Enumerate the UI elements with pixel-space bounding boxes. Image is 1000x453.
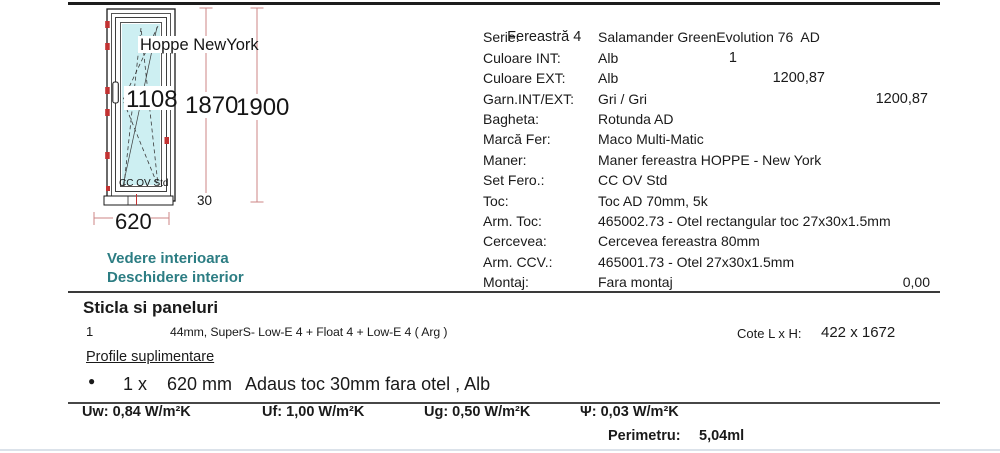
- spec-row-culoare-int: Culoare INT: Alb: [483, 48, 943, 68]
- cote-value: 422 x 1672: [821, 324, 896, 341]
- spec-value: Maner fereastra HOPPE - New York: [598, 151, 822, 168]
- extension-label: 30: [197, 193, 212, 208]
- spec-value: Rotunda AD: [598, 110, 674, 127]
- spec-value: Gri / Gri: [598, 90, 647, 107]
- psi-value: Ψ: 0,03 W/m²K: [580, 404, 679, 420]
- spec-table: Fereastră 4 1 1200,87 1200,87 Serie: Sala…: [483, 7, 943, 292]
- item-title: Fereastră 4: [507, 29, 582, 46]
- top-rule: [68, 2, 940, 5]
- spec-row-maner: Maner: Maner fereastra HOPPE - New York: [483, 150, 943, 170]
- spec-value: Toc AD 70mm, 5k: [598, 192, 708, 209]
- brand-label-bg: [138, 36, 248, 53]
- spec-row-toc: Toc: Toc AD 70mm, 5k: [483, 191, 943, 211]
- page-bottom-edge: [0, 449, 1000, 451]
- spec-label: Garn.INT/EXT:: [483, 90, 575, 107]
- glass-qty: 1: [86, 324, 94, 339]
- handle-icon: [112, 81, 119, 104]
- tilt-symbol: [123, 27, 159, 186]
- ug-value: Ug: 0,50 W/m²K: [424, 404, 531, 420]
- opening-caption: Deschidere interior: [107, 269, 244, 286]
- spec-value: Cercevea fereastra 80mm: [598, 233, 760, 250]
- spec-row-garnitura: Garn.INT/EXT: Gri / Gri: [483, 89, 943, 109]
- sash-height-label: 1870: [185, 92, 238, 119]
- spec-row-culoare-ext: Culoare EXT: Alb: [483, 68, 943, 88]
- profile-length: 620 mm: [167, 374, 233, 394]
- mid-rule: [68, 291, 940, 293]
- spec-value: 465002.73 - Otel rectangular toc 27x30x1…: [598, 212, 891, 229]
- thermal-rule: [68, 402, 940, 404]
- turn-symbol: [122, 25, 159, 187]
- cote-label: Cote L x H:: [737, 326, 802, 341]
- spec-row-bagheta: Bagheta: Rotunda AD: [483, 109, 943, 129]
- spec-label: Serie:: [483, 29, 520, 46]
- sash-height-bg: [184, 92, 230, 118]
- spec-value: CC OV Std: [598, 172, 668, 189]
- item-total-price: 1200,87: [875, 90, 928, 107]
- spec-value: Maco Multi-Matic: [598, 131, 704, 148]
- perimeter-label: Perimetru:: [608, 428, 681, 444]
- spec-value: Fara montaj: [598, 274, 673, 291]
- glass-section-title: Sticla si paneluri: [83, 298, 219, 317]
- spec-label: Maner:: [483, 151, 527, 168]
- spec-row-montaj: Montaj: Fara montaj 0,00: [483, 272, 943, 292]
- spec-label: Culoare INT:: [483, 49, 561, 66]
- brand-label: Hoppe NewYork: [140, 36, 259, 54]
- perimeter-value: 5,04ml: [699, 428, 745, 444]
- spec-label: Arm. Toc:: [483, 212, 542, 229]
- spec-row-serie: Serie: Salamander GreenEvolution 76 AD: [483, 27, 943, 47]
- spec-label: Set Fero.:: [483, 172, 545, 189]
- glass-description: 44mm, SuperS- Low-E 4 + Float 4 + Low-E …: [170, 325, 448, 339]
- spec-label: Marcă Fer:: [483, 131, 551, 148]
- profiles-section-title: Profile suplimentare: [86, 349, 215, 365]
- spec-label: Arm. CCV.:: [483, 253, 553, 270]
- view-caption: Vedere interioara: [107, 250, 229, 267]
- profile-description: Adaus toc 30mm fara otel , Alb: [245, 374, 491, 394]
- window-drawing: Hoppe NewYork 1108 1870 1900 30 620 CC O…: [93, 7, 289, 234]
- spec-label: Toc:: [483, 192, 509, 209]
- total-height-bg: [235, 94, 281, 120]
- uf-value: Uf: 1,00 W/m²K: [262, 404, 365, 420]
- spec-row-arm-ccv: Arm. CCV.: 465001.73 - Otel 27x30x1.5mm: [483, 252, 943, 272]
- bottom-extension-profile: [103, 195, 174, 206]
- spec-value: 465001.73 - Otel 27x30x1.5mm: [598, 253, 795, 270]
- spec-label: Bagheta:: [483, 110, 540, 127]
- spec-label: Cercevea:: [483, 233, 547, 250]
- item-qty: 1: [728, 49, 737, 66]
- width-label-bg: [113, 206, 151, 230]
- spec-value: Alb: [598, 49, 619, 66]
- width-label: 620: [115, 209, 152, 234]
- inner-width-label: 1108: [126, 86, 178, 113]
- spec-value: Alb: [598, 70, 619, 87]
- spec-row-marca-fer: Marcă Fer: Maco Multi-Matic: [483, 129, 943, 149]
- total-height-label: 1900: [236, 94, 289, 121]
- montaj-amount: 0,00: [902, 274, 930, 291]
- profile-qty: 1 x: [123, 374, 148, 394]
- spec-value: Salamander GreenEvolution 76 AD: [598, 29, 820, 46]
- inner-width-bg: [124, 86, 172, 110]
- spec-row-arm-toc: Arm. Toc: 465002.73 - Otel rectangular to…: [483, 211, 943, 231]
- spec-label: Montaj:: [483, 274, 529, 291]
- spec-row-cercevea: Cercevea: Cercevea fereastra 80mm: [483, 231, 943, 251]
- spec-header-row: Fereastră 4 1 1200,87 1200,87: [483, 7, 943, 106]
- spec-label: Culoare EXT:: [483, 70, 566, 87]
- bullet-icon: ●: [88, 374, 96, 388]
- hardware-set-label: CC OV Std: [119, 178, 168, 189]
- spec-row-set-fero: Set Fero.: CC OV Std: [483, 170, 943, 190]
- uw-value: Uw: 0,84 W/m²K: [82, 404, 191, 420]
- item-unit-price: 1200,87: [772, 70, 825, 87]
